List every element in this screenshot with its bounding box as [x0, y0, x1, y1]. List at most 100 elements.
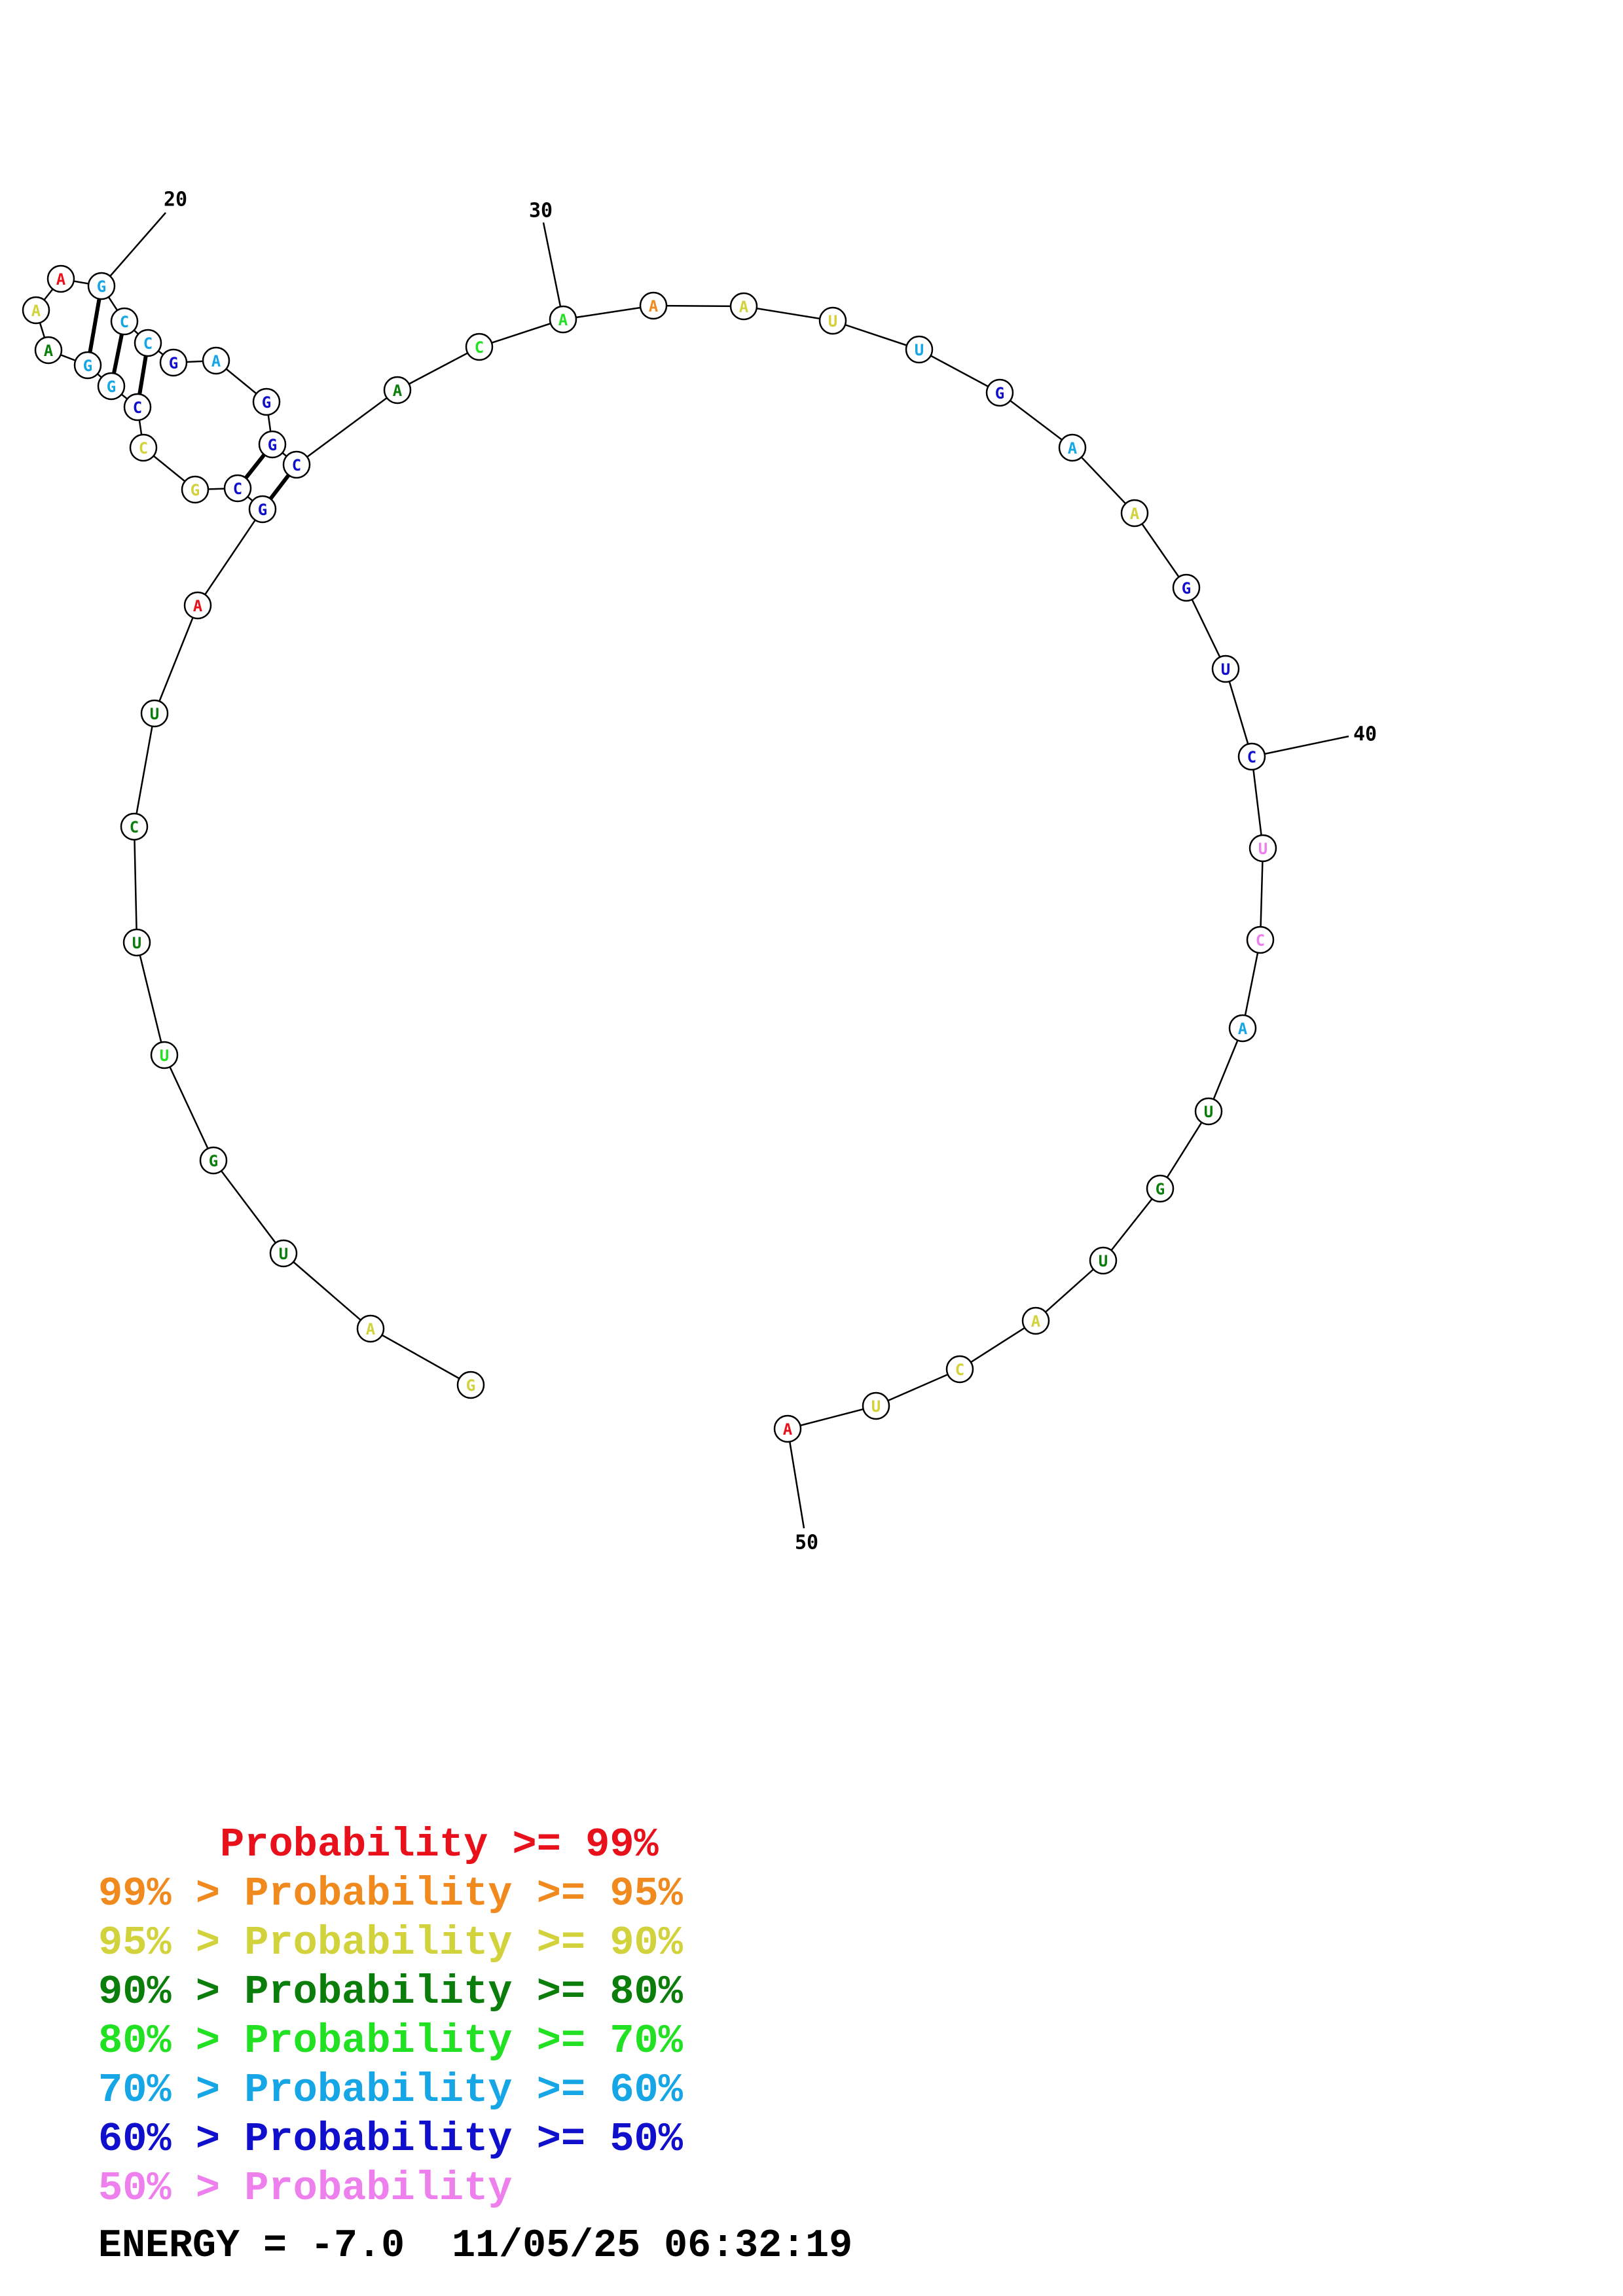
base-letter: C [292, 456, 301, 475]
base-circle [122, 928, 151, 957]
nucleotide-base: G [73, 351, 102, 380]
base-circle [134, 329, 162, 357]
base-letter: G [1182, 579, 1191, 598]
base-circle [1120, 499, 1149, 528]
base-letter: U [915, 341, 924, 359]
base-circle [120, 812, 149, 841]
legend-entry: 50% > Probability [98, 2165, 513, 2212]
base-circle [123, 393, 152, 422]
base-circle [46, 264, 75, 293]
base-circle [985, 378, 1014, 407]
numbering-label: 20 [164, 188, 187, 211]
numbering-label: 30 [529, 200, 553, 223]
base-circle [223, 474, 252, 503]
legend-entry: 95% > Probability >= 90% [98, 1920, 683, 1966]
nucleotide-base: G [199, 1146, 228, 1175]
base-circle [110, 307, 139, 336]
nucleotide-base: A [549, 305, 577, 334]
base-circle [199, 1146, 228, 1175]
base-circle [150, 1041, 179, 1069]
base-circle [140, 699, 169, 728]
base-letter: G [258, 501, 267, 519]
nucleotide-base: A [202, 346, 230, 375]
nucleotide-base: G [159, 348, 188, 377]
base-circle [1246, 925, 1275, 954]
base-circle [181, 475, 210, 504]
nucleotide-base: G [252, 387, 281, 416]
base-letter: C [233, 480, 242, 498]
base-circle [159, 348, 188, 377]
legend-entry: 99% > Probability >= 95% [98, 1871, 683, 1917]
base-letter: U [1204, 1103, 1213, 1121]
base-letter: A [44, 342, 54, 360]
base-circle [945, 1355, 974, 1384]
nucleotide-base: A [773, 1414, 802, 1443]
base-letter: C [130, 818, 139, 836]
nucleotide-base: A [1120, 499, 1149, 528]
nucleotide-base: U [1089, 1246, 1118, 1275]
base-circle [129, 433, 158, 462]
base-circle [183, 591, 212, 620]
base-circle [1021, 1306, 1050, 1335]
nucleotide-base: A [1228, 1014, 1257, 1043]
base-letter: A [783, 1420, 793, 1439]
nucleotide-base: A [183, 591, 212, 620]
base-letter: C [139, 439, 148, 457]
base-circle [269, 1239, 298, 1268]
base-letter: A [1238, 1020, 1248, 1038]
base-letter: A [649, 297, 659, 315]
legend-entry: 80% > Probability >= 70% [98, 2018, 683, 2064]
nucleotide-base: G [1172, 573, 1201, 602]
base-circle [73, 351, 102, 380]
base-letter: G [107, 378, 116, 396]
base-letter: U [1221, 660, 1230, 679]
nucleotide-base: C [120, 812, 149, 841]
base-circle [639, 291, 668, 320]
legend-entry: 70% > Probability >= 60% [98, 2067, 683, 2113]
base-letter: A [739, 298, 749, 316]
nucleotide-base: G [97, 372, 126, 401]
nucleotide-base: A [383, 376, 412, 404]
base-circle [34, 336, 63, 365]
nucleotide-base: C [110, 307, 139, 336]
nucleotide-base: U [1211, 655, 1240, 683]
base-letter: C [475, 338, 484, 357]
nucleotide-base: G [258, 430, 287, 459]
base-letter: A [31, 302, 41, 320]
nucleotide-base: G [985, 378, 1014, 407]
base-circle [1146, 1174, 1175, 1203]
base-letter: G [209, 1152, 218, 1170]
base-circle [773, 1414, 802, 1443]
base-circle [1194, 1097, 1223, 1126]
base-letter: G [262, 393, 271, 412]
nucleotide-base: A [46, 264, 75, 293]
nucleotide-base: G [248, 495, 277, 524]
nucleotide-base: A [34, 336, 63, 365]
backbone [35, 278, 1264, 1430]
nucleotide-base: A [22, 296, 50, 325]
base-letter: A [193, 597, 203, 615]
nucleotide-base: U [269, 1239, 298, 1268]
nucleotide-base: U [150, 1041, 179, 1069]
base-letter: A [393, 382, 403, 400]
nucleotide-base: G [1146, 1174, 1175, 1203]
base-letter: G [466, 1376, 475, 1395]
nucleotide-base: G [87, 272, 116, 300]
nucleotide-base: A [1058, 433, 1087, 462]
energy-timestamp-line: ENERGY = -7.0 11/05/25 06:32:19 [98, 2224, 853, 2269]
base-circle [905, 335, 934, 364]
base-circle [818, 306, 847, 335]
base-letter: U [1258, 840, 1267, 858]
base-letter: A [1068, 439, 1078, 457]
base-circle [465, 332, 494, 361]
nucleotide-base: U [905, 335, 934, 364]
base-letter: G [169, 354, 178, 372]
base-circle [248, 495, 277, 524]
base-circle [258, 430, 287, 459]
base-letter: U [1099, 1252, 1108, 1270]
nucleotide-base: C [945, 1355, 974, 1384]
position-numbering: 20 30 40 50 [101, 188, 1377, 1554]
numbering-tick [1251, 735, 1349, 758]
base-letter: A [1130, 505, 1140, 523]
base-letter: U [828, 312, 837, 331]
